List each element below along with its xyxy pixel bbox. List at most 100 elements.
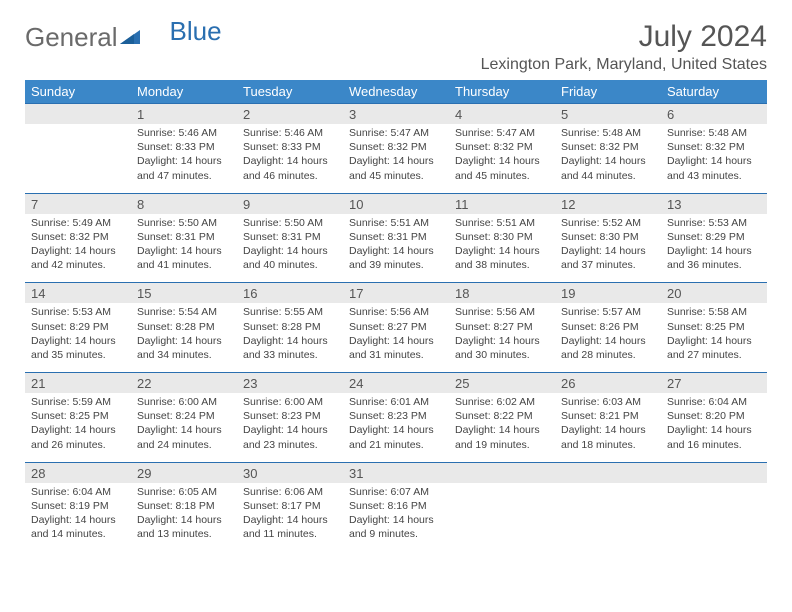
sunrise-label: Sunrise:	[667, 217, 706, 229]
daylight-label: Daylight:	[455, 335, 496, 347]
sunset-label: Sunset:	[667, 231, 703, 243]
sunset-value: 8:33 PM	[282, 141, 321, 153]
day-content-cell: Sunrise: 5:50 AMSunset: 8:31 PMDaylight:…	[237, 214, 343, 283]
sunrise-label: Sunrise:	[137, 486, 176, 498]
dow-header: Thursday	[449, 80, 555, 104]
day-content-cell: Sunrise: 5:56 AMSunset: 8:27 PMDaylight:…	[343, 303, 449, 372]
sunset-value: 8:25 PM	[706, 321, 745, 333]
sunrise-label: Sunrise:	[667, 396, 706, 408]
sunrise-line: Sunrise: 6:00 AM	[137, 395, 231, 409]
sunrise-line: Sunrise: 5:57 AM	[561, 305, 655, 319]
day-content-cell: Sunrise: 5:47 AMSunset: 8:32 PMDaylight:…	[343, 124, 449, 193]
daylight-line: Daylight: 14 hours and 24 minutes.	[137, 423, 231, 451]
sunrise-value: 6:04 AM	[708, 396, 747, 408]
logo-word-general: General	[25, 22, 118, 53]
day-number-cell: 10	[343, 193, 449, 214]
daylight-line: Daylight: 14 hours and 42 minutes.	[31, 244, 125, 272]
day-number-cell: 31	[343, 462, 449, 483]
sunrise-value: 6:06 AM	[284, 486, 323, 498]
sunrise-label: Sunrise:	[667, 306, 706, 318]
daylight-line: Daylight: 14 hours and 39 minutes.	[349, 244, 443, 272]
sunrise-line: Sunrise: 5:54 AM	[137, 305, 231, 319]
sunset-value: 8:26 PM	[600, 321, 639, 333]
sunrise-value: 5:48 AM	[708, 127, 747, 139]
sunrise-label: Sunrise:	[31, 486, 70, 498]
daylight-label: Daylight:	[243, 245, 284, 257]
day-number-cell: 6	[661, 104, 767, 125]
sunrise-value: 6:02 AM	[496, 396, 535, 408]
sunrise-label: Sunrise:	[31, 396, 70, 408]
day-content-row: Sunrise: 6:04 AMSunset: 8:19 PMDaylight:…	[25, 483, 767, 552]
day-number-cell	[661, 462, 767, 483]
daylight-label: Daylight:	[31, 514, 72, 526]
sunset-line: Sunset: 8:27 PM	[455, 320, 549, 334]
day-content-cell: Sunrise: 5:46 AMSunset: 8:33 PMDaylight:…	[237, 124, 343, 193]
sunrise-value: 5:56 AM	[390, 306, 429, 318]
location: Lexington Park, Maryland, United States	[481, 56, 767, 74]
sunrise-line: Sunrise: 5:53 AM	[667, 216, 761, 230]
daylight-line: Daylight: 14 hours and 36 minutes.	[667, 244, 761, 272]
sunset-line: Sunset: 8:32 PM	[349, 140, 443, 154]
sunrise-value: 6:04 AM	[72, 486, 111, 498]
sunrise-value: 5:51 AM	[496, 217, 535, 229]
sunset-label: Sunset:	[137, 500, 173, 512]
sunrise-line: Sunrise: 5:46 AM	[243, 126, 337, 140]
month-title: July 2024	[481, 20, 767, 54]
sunrise-value: 5:53 AM	[72, 306, 111, 318]
sunset-line: Sunset: 8:29 PM	[667, 230, 761, 244]
sunset-line: Sunset: 8:32 PM	[455, 140, 549, 154]
day-number-cell: 17	[343, 283, 449, 304]
sunset-label: Sunset:	[31, 410, 67, 422]
sunrise-value: 5:57 AM	[602, 306, 641, 318]
sunset-label: Sunset:	[31, 231, 67, 243]
daylight-label: Daylight:	[561, 245, 602, 257]
day-number-cell	[555, 462, 661, 483]
daylight-line: Daylight: 14 hours and 9 minutes.	[349, 513, 443, 541]
daylight-line: Daylight: 14 hours and 37 minutes.	[561, 244, 655, 272]
day-number-cell: 29	[131, 462, 237, 483]
header: General Blue July 2024 Lexington Park, M…	[25, 20, 767, 74]
sunrise-line: Sunrise: 5:56 AM	[349, 305, 443, 319]
sunrise-label: Sunrise:	[243, 217, 282, 229]
daylight-label: Daylight:	[243, 514, 284, 526]
sunrise-value: 5:47 AM	[496, 127, 535, 139]
daylight-line: Daylight: 14 hours and 16 minutes.	[667, 423, 761, 451]
daylight-line: Daylight: 14 hours and 34 minutes.	[137, 334, 231, 362]
sunrise-label: Sunrise:	[137, 217, 176, 229]
sunrise-label: Sunrise:	[561, 127, 600, 139]
daylight-label: Daylight:	[455, 155, 496, 167]
daylight-line: Daylight: 14 hours and 40 minutes.	[243, 244, 337, 272]
sunset-value: 8:31 PM	[388, 231, 427, 243]
day-number-cell: 15	[131, 283, 237, 304]
day-content-cell: Sunrise: 6:00 AMSunset: 8:23 PMDaylight:…	[237, 393, 343, 462]
day-number-cell: 28	[25, 462, 131, 483]
daylight-label: Daylight:	[561, 424, 602, 436]
dow-header: Tuesday	[237, 80, 343, 104]
sunset-value: 8:32 PM	[388, 141, 427, 153]
title-block: July 2024 Lexington Park, Maryland, Unit…	[481, 20, 767, 74]
sunset-line: Sunset: 8:28 PM	[243, 320, 337, 334]
sunset-line: Sunset: 8:21 PM	[561, 409, 655, 423]
day-content-cell: Sunrise: 5:57 AMSunset: 8:26 PMDaylight:…	[555, 303, 661, 372]
sunset-line: Sunset: 8:32 PM	[561, 140, 655, 154]
daylight-label: Daylight:	[31, 335, 72, 347]
sunrise-line: Sunrise: 5:52 AM	[561, 216, 655, 230]
daylight-line: Daylight: 14 hours and 47 minutes.	[137, 154, 231, 182]
sunset-label: Sunset:	[349, 410, 385, 422]
day-content-cell: Sunrise: 5:48 AMSunset: 8:32 PMDaylight:…	[661, 124, 767, 193]
sunset-value: 8:30 PM	[494, 231, 533, 243]
sunset-label: Sunset:	[31, 500, 67, 512]
daylight-line: Daylight: 14 hours and 23 minutes.	[243, 423, 337, 451]
daylight-line: Daylight: 14 hours and 14 minutes.	[31, 513, 125, 541]
sunset-line: Sunset: 8:18 PM	[137, 499, 231, 513]
day-number-cell: 20	[661, 283, 767, 304]
day-content-cell: Sunrise: 5:51 AMSunset: 8:30 PMDaylight:…	[449, 214, 555, 283]
sunset-label: Sunset:	[667, 321, 703, 333]
sunrise-line: Sunrise: 5:59 AM	[31, 395, 125, 409]
day-number-cell: 26	[555, 373, 661, 394]
day-number-cell: 24	[343, 373, 449, 394]
daylight-label: Daylight:	[455, 245, 496, 257]
day-number-row: 78910111213	[25, 193, 767, 214]
daylight-label: Daylight:	[349, 514, 390, 526]
sunrise-line: Sunrise: 6:04 AM	[667, 395, 761, 409]
